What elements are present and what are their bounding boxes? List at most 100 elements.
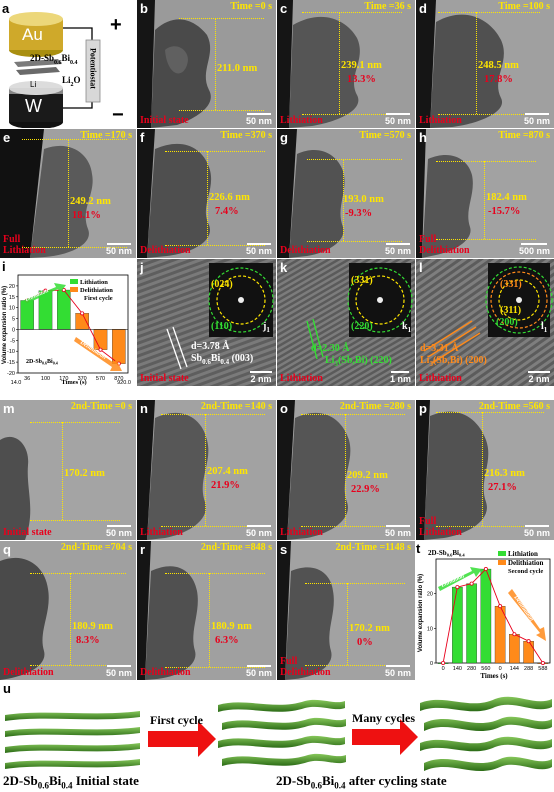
- data-point: [441, 661, 446, 666]
- state-label: Initial state: [140, 115, 189, 126]
- scale-bar: 50 nm: [524, 525, 550, 538]
- tem-image: [0, 541, 136, 680]
- tem-image: [277, 541, 415, 680]
- sample-flake: [16, 67, 60, 75]
- chart-panel-i: i 20 15 10 5 0 -5 -10 -15 -20 36 100 170 370 570 870 Vo…: [0, 259, 136, 386]
- data-point: [455, 585, 460, 590]
- panel-label-o: o: [280, 401, 288, 416]
- d-spacing-label: d=3.31 Å: [420, 343, 459, 354]
- time-readout: Time =170 s: [80, 130, 132, 141]
- y-tick-label: -20: [7, 371, 15, 377]
- tem-panel-h: h Time =870 s 182.4 nm -15.7% Full Delith…: [416, 129, 554, 258]
- y-tick-label: -10: [7, 349, 15, 355]
- schematic-panel: a Au 2D-Sb0.6Bi0.4 Li Li2O W + − Potenti…: [0, 0, 136, 128]
- y-tick-label: 10: [9, 306, 15, 312]
- tem-panel-b: b Time =0 s 211.0 nm Initial state 50 nm: [137, 0, 276, 128]
- material-label: 2D-Sb0.6Bi0.4: [428, 549, 465, 558]
- x-end-label: 920.0: [117, 380, 131, 386]
- panel-label-b: b: [140, 1, 148, 16]
- legend-delithiation: Delithiation: [80, 287, 113, 294]
- y-tick-label: 20: [9, 284, 15, 290]
- potentiostat-label: Potentiostat: [88, 48, 98, 89]
- panel-label-t: t: [416, 541, 421, 556]
- panel-label-q: q: [3, 542, 11, 557]
- nanosheet: [5, 711, 140, 721]
- expansion-percent: 7.4%: [215, 206, 239, 217]
- panel-label-i: i: [2, 259, 6, 274]
- expansion-percent: 6.3%: [215, 635, 239, 646]
- delithiation-arrow: [74, 337, 122, 371]
- time-readout: 2nd-Time =0 s: [70, 401, 132, 412]
- li-label: Li: [30, 80, 37, 89]
- bar-delithiation: [75, 313, 89, 330]
- scale-bar: 50 nm: [246, 525, 272, 538]
- scale-bar: 50 nm: [524, 113, 550, 126]
- li2o-label: Li2O: [62, 75, 81, 88]
- schematic-panel-u: u First cycle Many cycles 2D-Sb0.6Bi0.4 …: [0, 681, 554, 792]
- tem-panel-r: r 2nd-Time =848 s 180.9 nm 6.3% Delithia…: [137, 541, 276, 680]
- ring-label-green: (220): [351, 321, 373, 332]
- state-label: Delithiation: [3, 667, 54, 678]
- arrow-many-cycles: [352, 719, 418, 755]
- state-label: Delithiation: [140, 245, 191, 256]
- time-readout: 2nd-Time =280 s: [339, 401, 411, 412]
- nanosheet: [5, 759, 140, 769]
- scale-bar: 50 nm: [106, 243, 132, 256]
- tem-image: [416, 0, 554, 128]
- state-label: Lithiation: [280, 373, 323, 384]
- hrtem-panel-k: k (331) (220) k1 d=2.30 Å Li3(Sb,Bi) (22…: [277, 259, 415, 386]
- tem-image: [137, 541, 276, 680]
- length-label: 170.2 nm: [64, 468, 105, 479]
- scale-bar: 50 nm: [246, 243, 272, 256]
- expansion-percent: 27.1%: [488, 482, 517, 493]
- y-tick-label: 0: [430, 661, 433, 667]
- panel-label-g: g: [280, 130, 288, 145]
- y-tick-label: -5: [10, 338, 15, 344]
- scale-bar: 50 nm: [246, 113, 272, 126]
- time-readout: 2nd-Time =140 s: [200, 401, 272, 412]
- bar-lithiation: [466, 583, 477, 664]
- time-readout: 2nd-Time =1148 s: [335, 542, 411, 553]
- length-label: 182.4 nm: [486, 192, 527, 203]
- tem-panel-d: d Time =100 s 248.5 nm 17.8% Lithiation …: [416, 0, 554, 128]
- bar-delithiation: [523, 641, 534, 664]
- nanosheet: [424, 756, 552, 771]
- legend-delithiation: Delithiation: [508, 559, 543, 567]
- nanosheet: [424, 716, 552, 731]
- y-axis-label: Volume expansion ratio (%): [2, 286, 8, 364]
- lattice-image: [137, 259, 276, 386]
- circuit-wire: [63, 100, 93, 109]
- x-axis-label: Times (s): [480, 672, 508, 680]
- legend-swatch-delithiation: [498, 560, 506, 565]
- right-caption: 2D-Sb0.6Bi0.4 after cycling state: [276, 773, 447, 791]
- x-tick-label: 170: [59, 376, 68, 382]
- tem-panel-f: f Time =370 s 226.6 nm 7.4% Delithiation…: [137, 129, 276, 258]
- sample-flake: [14, 59, 62, 67]
- scale-bar: 50 nm: [385, 243, 411, 256]
- plus-sign: +: [110, 14, 122, 36]
- cycle-label: Second cycle: [508, 568, 543, 575]
- ring-label-yellow: (024): [211, 279, 233, 290]
- tem-image: [416, 400, 554, 540]
- tem-panel-e: e Time =170 s 249.2 nm 18.1% Full Lithiat…: [0, 129, 136, 258]
- time-readout: Time =570 s: [359, 130, 411, 141]
- lithiation-arrow: [438, 567, 482, 591]
- nanosheet: [5, 727, 140, 737]
- panel-label-f: f: [140, 130, 145, 145]
- length-label: 226.6 nm: [209, 192, 250, 203]
- nanosheet-illustration: [5, 696, 552, 771]
- x-tick-label: 560: [481, 666, 490, 672]
- data-point: [540, 661, 545, 666]
- tem-image: [0, 400, 136, 540]
- data-point: [61, 288, 66, 293]
- y-tick-label: 10: [427, 626, 433, 632]
- delithiation-arrow: [508, 589, 546, 641]
- fft-inset-label: l1: [541, 321, 548, 334]
- bar-lithiation: [480, 568, 492, 664]
- state-label: Delithiation: [280, 245, 331, 256]
- state-label: Full Lithiation: [3, 234, 46, 256]
- fft-inset-label: j1: [263, 321, 270, 334]
- x-tick-label: 870: [114, 376, 123, 382]
- tem-panel-m: m 2nd-Time =0 s 170.2 nm Initial state 5…: [0, 400, 136, 540]
- phase-label: Li3(Sb,Bi) (220): [325, 355, 392, 368]
